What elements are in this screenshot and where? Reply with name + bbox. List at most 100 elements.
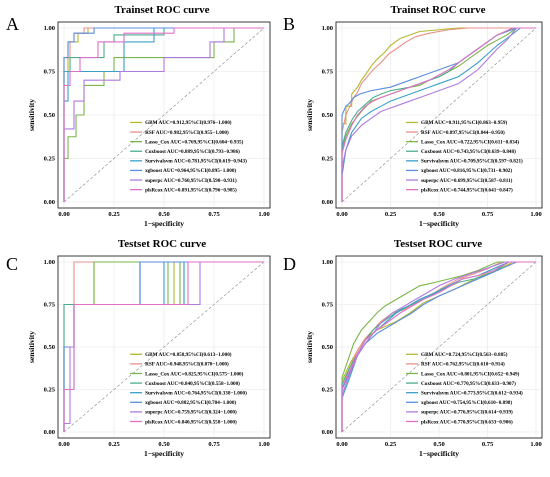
y-tick-label: 0.75: [44, 69, 56, 76]
legend-entry: GBM AUC=0.858,95%CI(0.613−1.000): [145, 351, 232, 358]
x-tick-label: 0.25: [385, 211, 397, 218]
legend-entry: Coxboost AUC=0.840,95%CI(0.558−1.000): [145, 380, 240, 387]
roc-panel-a: A Trainset ROC curve 0.000.00 0.25 0.25 0.50 0…: [6, 4, 271, 228]
legend-entry: superpc AUC=0.699,95%CI(0.587−0.811): [421, 177, 513, 184]
y-tick-label: 0.25: [44, 156, 56, 163]
y-tick-label: 1.00: [322, 25, 333, 32]
roc-curve-7: [341, 261, 536, 432]
panel-letter: C: [6, 254, 18, 274]
panel-title: Trainset ROC curve: [114, 4, 209, 16]
legend-entry: plsRcox AUC=0.891,95%CI(0.796−0.985): [145, 186, 237, 193]
y-tick-label: 0.25: [322, 387, 334, 394]
legend-entry: Lasso_Cox AUC=0.722,95%CI(0.611−0.834): [421, 138, 519, 145]
y-tick-label: 1.00: [44, 259, 55, 266]
panel-letter: B: [283, 14, 295, 34]
roc-curve-8: [63, 27, 264, 202]
roc-curve-8: [341, 261, 536, 432]
roc-curve-5: [341, 27, 536, 202]
roc-curve-8: [341, 27, 536, 202]
y-axis-label: sensitivity: [27, 331, 36, 363]
legend-entry: superpc AUC=0.760,95%CI(0.590−0.931): [145, 177, 237, 184]
legend-entry: GBM AUC=0.912,95%CI(0.976−1.000): [145, 119, 232, 126]
x-tick-label: 0.25: [108, 441, 120, 448]
panel-letter: D: [283, 254, 296, 274]
roc-curve-7: [63, 27, 264, 202]
legend-entry: superpc AUC=0.759,95%CI(0.324−1.000): [145, 409, 237, 416]
x-tick-label: 0.75: [482, 211, 494, 218]
roc-curve-2: [341, 261, 536, 432]
legend-entry: superpc AUC=0.776,95%CI(0.614−0.939): [421, 409, 513, 416]
y-tick-label: 0.00: [322, 429, 333, 436]
y-tick-label: 0.75: [322, 69, 334, 76]
roc-curve-1: [341, 27, 536, 202]
panel-title: Testset ROC curve: [394, 238, 482, 250]
legend-entry: xgboost AUC=0.754,95%CI(0.610−0.898): [421, 399, 512, 406]
roc-panel-c: C Testset ROC curve 0.000.00 0.25 0.25 0.50 0.…: [6, 238, 271, 458]
y-axis-label: sensitivity: [305, 331, 314, 363]
x-tick-label: 0.75: [208, 441, 220, 448]
y-tick-label: 0.50: [44, 112, 55, 119]
plot-border: [57, 255, 271, 439]
y-axis-label: sensitivity: [305, 99, 314, 131]
diagonal-reference-line: [341, 261, 537, 433]
diagonal-reference-line: [63, 27, 265, 203]
x-tick-label: 0.00: [336, 441, 347, 448]
x-axis-label: 1−specificity: [419, 449, 459, 458]
x-tick-label: 0.75: [208, 211, 220, 218]
roc-curve-6: [63, 27, 264, 202]
x-tick-label: 0.25: [108, 211, 120, 218]
x-axis-label: 1−specificity: [144, 219, 184, 228]
legend-entry: Lasso_Cox AUC=0.825,95%CI(0.575−1.000): [145, 370, 244, 377]
y-tick-label: 0.75: [322, 302, 334, 309]
legend-entry: RSF AUC=0.897,95%CI(0.844−0.950): [421, 129, 505, 136]
x-tick-label: 1.00: [530, 441, 541, 448]
legend-entry: RSF AUC=0.948,95%CI(0.870−1.000): [145, 361, 229, 368]
y-tick-label: 0.00: [44, 429, 55, 436]
legend-entry: xgboost AUC=0.882,95%CI(0.704−1.000): [145, 399, 236, 406]
legend-entry: Lasso_Cox AUC=0.801,95%CI(0.652−0.949): [421, 370, 520, 377]
roc-curve-2: [341, 27, 536, 202]
x-tick-label: 0.50: [158, 441, 169, 448]
x-tick-label: 0.25: [385, 441, 397, 448]
plot-border: [335, 255, 543, 439]
x-tick-label: 0.50: [433, 441, 444, 448]
x-tick-label: 0.50: [433, 211, 444, 218]
roc-panel-b: B Trainset ROC curve 0.000.00 0.25 0.25 0.50 0…: [283, 4, 543, 228]
roc-curve-7: [341, 27, 536, 202]
diagonal-reference-line: [341, 27, 537, 203]
y-tick-label: 0.50: [322, 112, 333, 119]
legend-entry: Lasso_Cox AUC=0.769,95%CI(0.604−0.935): [145, 138, 244, 145]
legend-entry: GBM AUC=0.724,95%CI(0.563−0.885): [421, 351, 508, 358]
diagonal-reference-line: [63, 261, 265, 433]
panel-letter: A: [6, 14, 19, 34]
y-axis-label: sensitivity: [27, 99, 36, 131]
y-tick-label: 0.50: [322, 344, 333, 351]
x-tick-label: 0.00: [58, 441, 69, 448]
legend-entry: Survivalsvm AUC=0.709,95%CI(0.597−0.821): [421, 158, 523, 165]
x-tick-label: 0.00: [336, 211, 347, 218]
y-tick-label: 1.00: [322, 259, 333, 266]
plot-border: [335, 21, 543, 209]
y-tick-label: 1.00: [44, 25, 55, 32]
roc-panel-d: D Testset ROC curve 0.000.00 0.25 0.25 0.50 0.…: [283, 238, 543, 458]
x-tick-label: 0.50: [158, 211, 169, 218]
y-tick-label: 0.50: [44, 344, 55, 351]
roc-curve-3: [341, 261, 536, 432]
plot-border: [57, 21, 271, 209]
x-tick-label: 0.75: [482, 441, 494, 448]
legend-entry: Survivalsvm AUC=0.773,95%CI(0.612−0.934): [421, 389, 523, 396]
legend-entry: xgboost AUC=0.816,95%CI(0.731−0.902): [421, 167, 512, 174]
x-tick-label: 1.00: [258, 211, 269, 218]
x-tick-label: 1.00: [530, 211, 541, 218]
y-tick-label: 0.25: [44, 387, 56, 394]
legend-entry: plsRcox AUC=0.744,95%CI(0.641−0.847): [421, 186, 513, 193]
legend-entry: RSF AUC=0.762,95%CI(0.610−0.914): [421, 361, 505, 368]
y-tick-label: 0.25: [322, 156, 334, 163]
legend-entry: Coxboost AUC=0.889,95%CI(0.793−0.986): [145, 148, 240, 155]
x-tick-label: 1.00: [258, 441, 269, 448]
x-axis-label: 1−specificity: [419, 219, 459, 228]
x-axis-label: 1−specificity: [144, 449, 184, 458]
legend-entry: xgboost AUC=0.964,95%CI(0.895−1.000): [145, 167, 236, 174]
y-tick-label: 0.00: [322, 199, 333, 206]
legend-entry: plsRcox AUC=0.840,95%CI(0.558−1.000): [145, 418, 237, 425]
